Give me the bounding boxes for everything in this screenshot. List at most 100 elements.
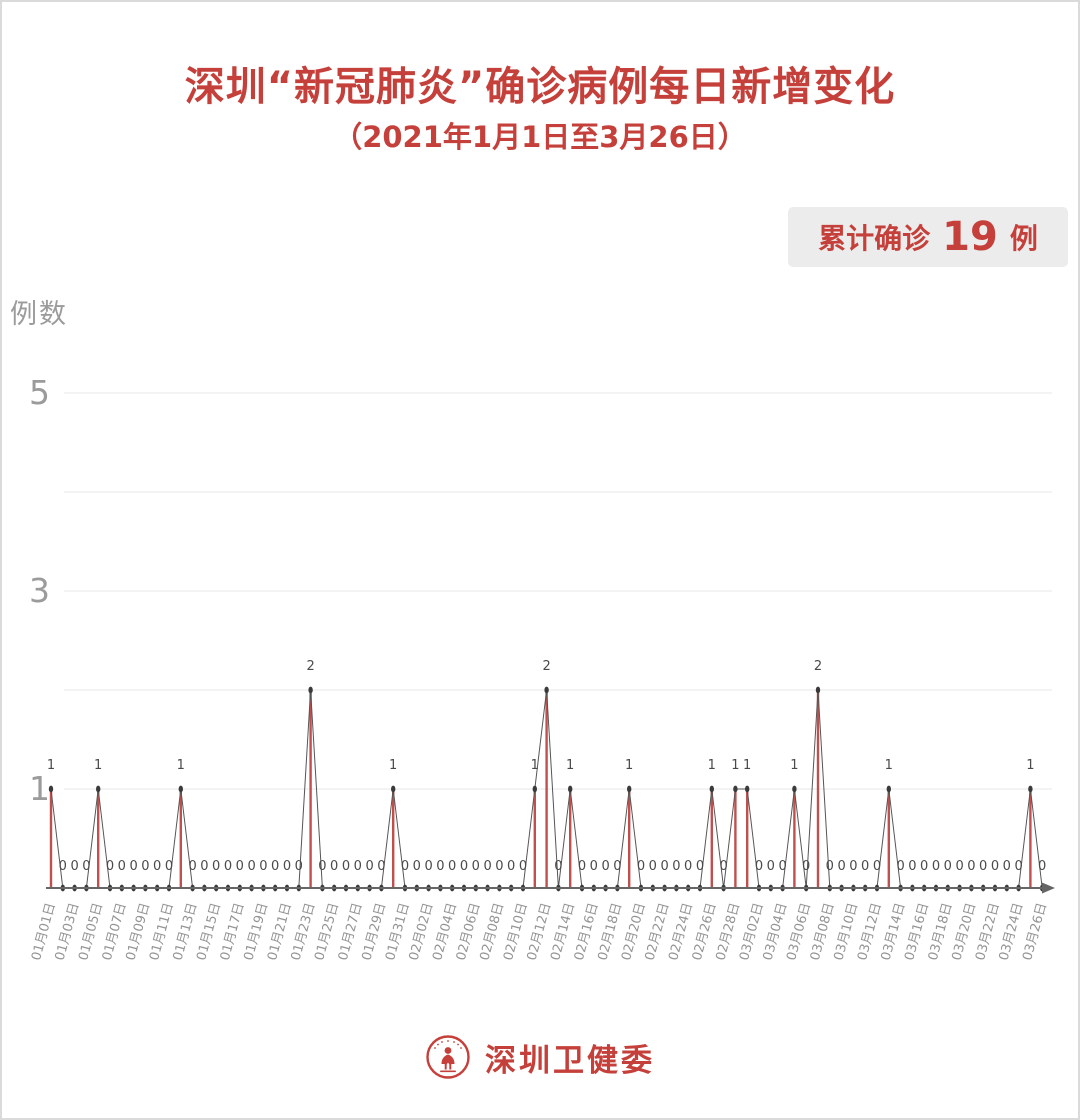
chart-canvas: 10 0 010 0 0 0 0 010 0 0 0 0 0 0 0 0 020 0 0 0 0 010 0 0 0 0 0 0 0 0 0… xyxy=(29,373,1055,962)
value-label: 0 xyxy=(413,859,421,874)
data-point-marker xyxy=(532,785,537,793)
data-point-marker xyxy=(745,785,750,793)
value-label: 0 xyxy=(436,859,444,874)
value-label: 0 xyxy=(578,859,586,874)
data-point-marker xyxy=(568,785,573,793)
cumulative-total-badge: 累计确诊 19 例 xyxy=(788,207,1068,267)
value-label: 0 xyxy=(802,859,810,874)
value-label: 0 xyxy=(236,859,244,874)
value-label: 0 xyxy=(837,859,845,874)
page-title: 深圳“新冠肺炎”确诊病例每日新增变化 xyxy=(184,64,896,110)
data-point-marker xyxy=(178,785,183,793)
shenzhen-health-logo-icon xyxy=(426,1035,470,1079)
value-label: 0 xyxy=(613,859,621,874)
value-label: 0 xyxy=(247,859,255,874)
data-point-marker xyxy=(391,785,396,793)
y-tick-label: 1 xyxy=(29,769,50,808)
y-axis-title: 例数 xyxy=(10,299,68,330)
badge-count: 19 xyxy=(942,214,998,260)
value-label: 0 xyxy=(778,859,786,874)
data-point-marker xyxy=(886,785,891,793)
value-label: 0 xyxy=(495,859,503,874)
x-axis xyxy=(46,882,1055,894)
value-label: 0 xyxy=(448,859,456,874)
value-label: 1 xyxy=(94,758,102,773)
value-label: 0 xyxy=(118,859,126,874)
value-label: 0 xyxy=(660,859,668,874)
value-label: 0 xyxy=(153,859,161,874)
data-point-marker xyxy=(815,686,821,694)
value-label: 0 xyxy=(1038,859,1046,874)
data-point-marker xyxy=(627,785,632,793)
value-label: 0 xyxy=(59,859,67,874)
gridlines xyxy=(64,392,1052,790)
value-labels: 10 0 010 0 0 0 0 010 0 0 0 0 0 0 0 0 020 0 0 0 0 010 0 0 0 0 0 0 0 0 0… xyxy=(47,659,1046,874)
data-point-marker xyxy=(308,686,313,694)
value-label: 0 xyxy=(188,859,196,874)
value-label: 0 xyxy=(896,859,904,874)
value-label: 0 xyxy=(955,859,963,874)
value-label: 0 xyxy=(141,859,149,874)
badge-unit: 例 xyxy=(1009,222,1038,255)
value-label: 0 xyxy=(342,859,350,874)
value-label: 1 xyxy=(885,758,893,773)
value-label: 0 xyxy=(224,859,232,874)
value-label: 0 xyxy=(849,859,857,874)
value-label: 1 xyxy=(177,758,185,773)
value-label: 0 xyxy=(554,859,562,874)
value-label: 0 xyxy=(967,859,975,874)
data-point-marker xyxy=(544,686,549,694)
value-label: 0 xyxy=(259,859,267,874)
y-tick-labels: 1 3 5 xyxy=(29,373,50,808)
value-label: 1 xyxy=(47,758,55,773)
value-label: 0 xyxy=(283,859,291,874)
value-label: 2 xyxy=(542,659,550,674)
value-label: 1 xyxy=(1026,758,1034,773)
value-label: 0 xyxy=(165,859,173,874)
value-label: 1 xyxy=(731,758,739,773)
value-label: 0 xyxy=(944,859,952,874)
value-label: 0 xyxy=(295,859,303,874)
x-tick-labels: 01月01日01月03日01月05日01月07日01月09日01月11日01月1… xyxy=(29,901,1050,962)
value-label: 0 xyxy=(70,859,78,874)
value-label: 0 xyxy=(826,859,834,874)
value-label: 0 xyxy=(354,859,362,874)
value-label: 0 xyxy=(212,859,220,874)
value-label: 1 xyxy=(743,758,751,773)
value-label: 0 xyxy=(908,859,916,874)
value-label: 0 xyxy=(377,859,385,874)
value-label: 0 xyxy=(271,859,279,874)
data-point-marker xyxy=(709,785,714,793)
value-label: 0 xyxy=(460,859,468,874)
value-label: 2 xyxy=(306,659,314,674)
value-label: 1 xyxy=(566,758,574,773)
value-label: 0 xyxy=(601,859,609,874)
value-label: 0 xyxy=(873,859,881,874)
value-label: 0 xyxy=(1003,859,1011,874)
value-label: 0 xyxy=(318,859,326,874)
value-label: 1 xyxy=(389,758,397,773)
data-point-marker xyxy=(792,785,797,793)
value-label: 0 xyxy=(979,859,987,874)
value-label: 0 xyxy=(590,859,598,874)
value-label: 0 xyxy=(507,859,515,874)
data-point-marker xyxy=(48,785,54,793)
value-label: 0 xyxy=(920,859,928,874)
value-label: 0 xyxy=(861,859,869,874)
footer-org-name: 深圳卫健委 xyxy=(485,1042,655,1079)
value-label: 0 xyxy=(106,859,114,874)
value-label: 0 xyxy=(483,859,491,874)
value-label: 0 xyxy=(365,859,373,874)
value-label: 1 xyxy=(708,758,716,773)
value-label: 1 xyxy=(790,758,798,773)
value-label: 0 xyxy=(932,859,940,874)
footer: 深圳卫健委 xyxy=(2,1034,1078,1080)
value-label: 2 xyxy=(814,659,822,674)
data-point-marker xyxy=(96,785,101,793)
y-tick-label: 3 xyxy=(29,571,50,610)
value-label: 0 xyxy=(649,859,657,874)
value-label: 0 xyxy=(424,859,432,874)
page-subtitle: （2021年1月1日至3月26日） xyxy=(333,120,747,154)
value-label: 0 xyxy=(519,859,527,874)
